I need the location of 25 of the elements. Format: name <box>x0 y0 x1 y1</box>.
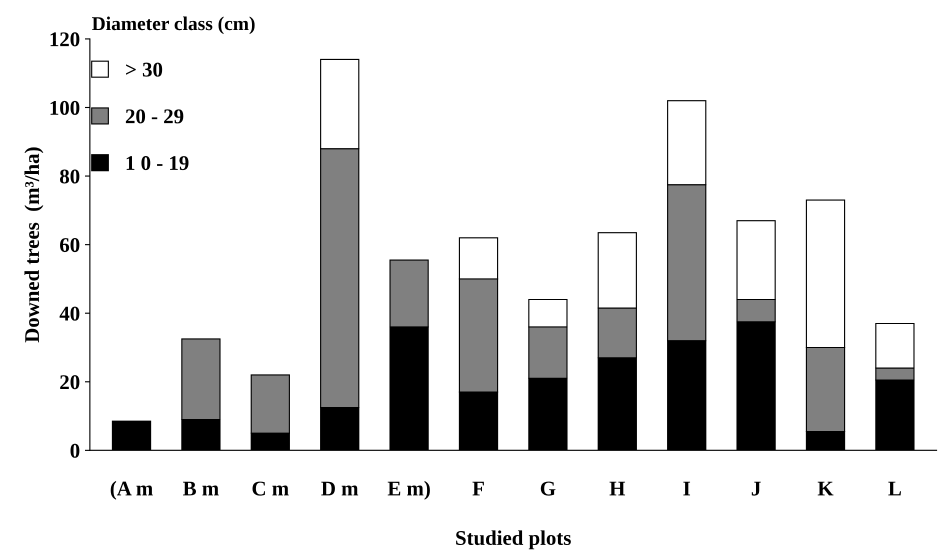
x-tick-label: D m <box>321 482 358 496</box>
x-tick-label: B m <box>183 482 219 496</box>
legend-label: 20 - 29 <box>126 109 184 124</box>
x-tick-label: J <box>752 482 761 496</box>
y-tick-label: 120 <box>50 32 80 46</box>
legend-title: Diameter class (cm) <box>92 16 255 34</box>
legend-label: 1 0 - 19 <box>126 156 188 170</box>
y-tick-label: 80 <box>60 169 80 184</box>
x-tick-label: L <box>888 482 901 496</box>
y-tick-label: 60 <box>60 238 80 252</box>
y-tick-label: 0 <box>70 444 80 458</box>
y-tick-label: 40 <box>60 306 80 321</box>
x-axis-title: Studied plots <box>456 530 571 550</box>
legend-label: > 30 <box>126 62 162 77</box>
x-tick-label: (A m <box>110 480 153 500</box>
x-tick-label: F <box>472 482 484 496</box>
x-tick-label: H <box>610 482 626 496</box>
x-tick-label: C m <box>252 482 289 496</box>
y-tick-label: 20 <box>60 375 80 390</box>
y-axis-title: Downed trees (m³/ha) <box>24 147 44 342</box>
x-tick-label: E m) <box>388 480 430 500</box>
x-tick-label: G <box>540 482 556 496</box>
x-tick-label: K <box>818 482 834 496</box>
y-tick-label: 100 <box>50 100 80 115</box>
x-tick-label: I <box>683 482 690 496</box>
